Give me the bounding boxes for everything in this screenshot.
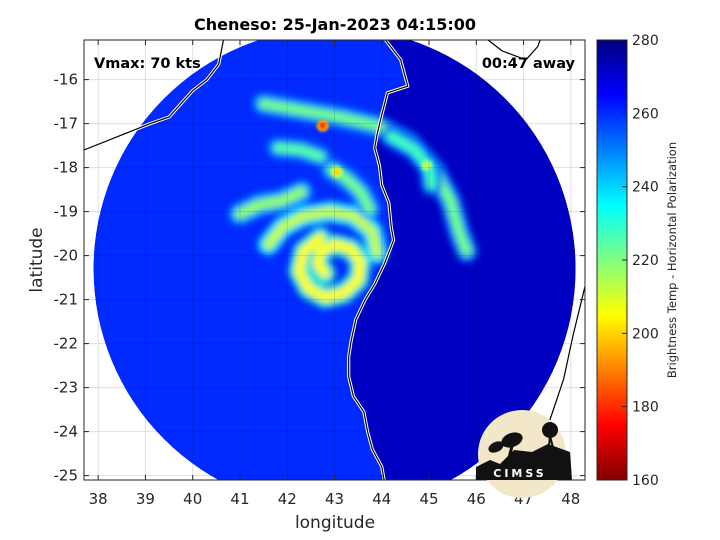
chart-title: Cheneso: 25-Jan-2023 04:15:00 [194,15,476,34]
x-tick-label: 42 [278,490,297,508]
colorbar-label: Brightness Temp - Horizontal Polarizatio… [665,142,679,378]
grid [84,40,585,480]
y-tick-label: -18 [54,159,79,177]
x-tick-label: 46 [467,490,486,508]
x-tick-label: 39 [136,490,155,508]
cimss-logo: CIMSS [476,410,572,498]
x-tick-label: 48 [561,490,580,508]
y-tick-label: -24 [54,423,79,441]
coastline-mozambique-coast [84,40,225,151]
coastline-madagascar-west-coast [348,40,409,480]
y-tick-label: -19 [54,203,79,221]
y-tick-label: -22 [54,335,79,353]
band-inner-arc [263,206,383,259]
hotspot [319,122,327,130]
x-axis-label: longitude [295,513,375,533]
x-tick-label: 40 [183,490,202,508]
y-axis-label: latitude [27,227,47,292]
x-tick-label: 44 [372,490,391,508]
y-tick-label: -17 [54,115,79,133]
band-middle-band [234,186,307,219]
coastline-madagascar-north-coast [487,40,541,61]
band-east-band [386,131,437,191]
x-tick-label: 41 [230,490,249,508]
plot-content [84,40,585,480]
time-away-annotation: 00:47 away [482,56,576,72]
hotspot [423,161,431,169]
y-ticks: -16 -17 -18 -19 -20 -21 -22 -23 -24 -25 [54,71,585,485]
y-tick-label: -21 [54,291,79,309]
colorbar-ticks: 280 260 240 220 200 180 160 [622,33,659,489]
x-tick-label: 43 [325,490,344,508]
colorbar-tick-label: 200 [632,326,659,342]
colorbar-tick-label: 220 [632,253,659,269]
logo-text: CIMSS [493,467,546,480]
colorbar-tick-label: 160 [632,473,659,489]
microwave-scan [93,40,576,480]
y-tick-label: -23 [54,379,79,397]
y-tick-label: -25 [54,467,79,485]
y-tick-label: -20 [54,247,79,265]
colorbar-tick-label: 180 [632,400,659,416]
hotspots [316,119,433,178]
x-tick-label: 45 [419,490,438,508]
colorbar-tick-label: 260 [632,106,659,122]
x-tick-label: 38 [89,490,108,508]
y-tick-label: -16 [54,71,79,89]
band-upper-band [272,142,326,162]
hotspot [333,168,341,176]
colorbar-tick-label: 240 [632,180,659,196]
band-eye-wall [294,233,366,303]
colorbar-tick-label: 280 [632,33,659,49]
vmax-annotation: Vmax: 70 kts [94,56,201,72]
